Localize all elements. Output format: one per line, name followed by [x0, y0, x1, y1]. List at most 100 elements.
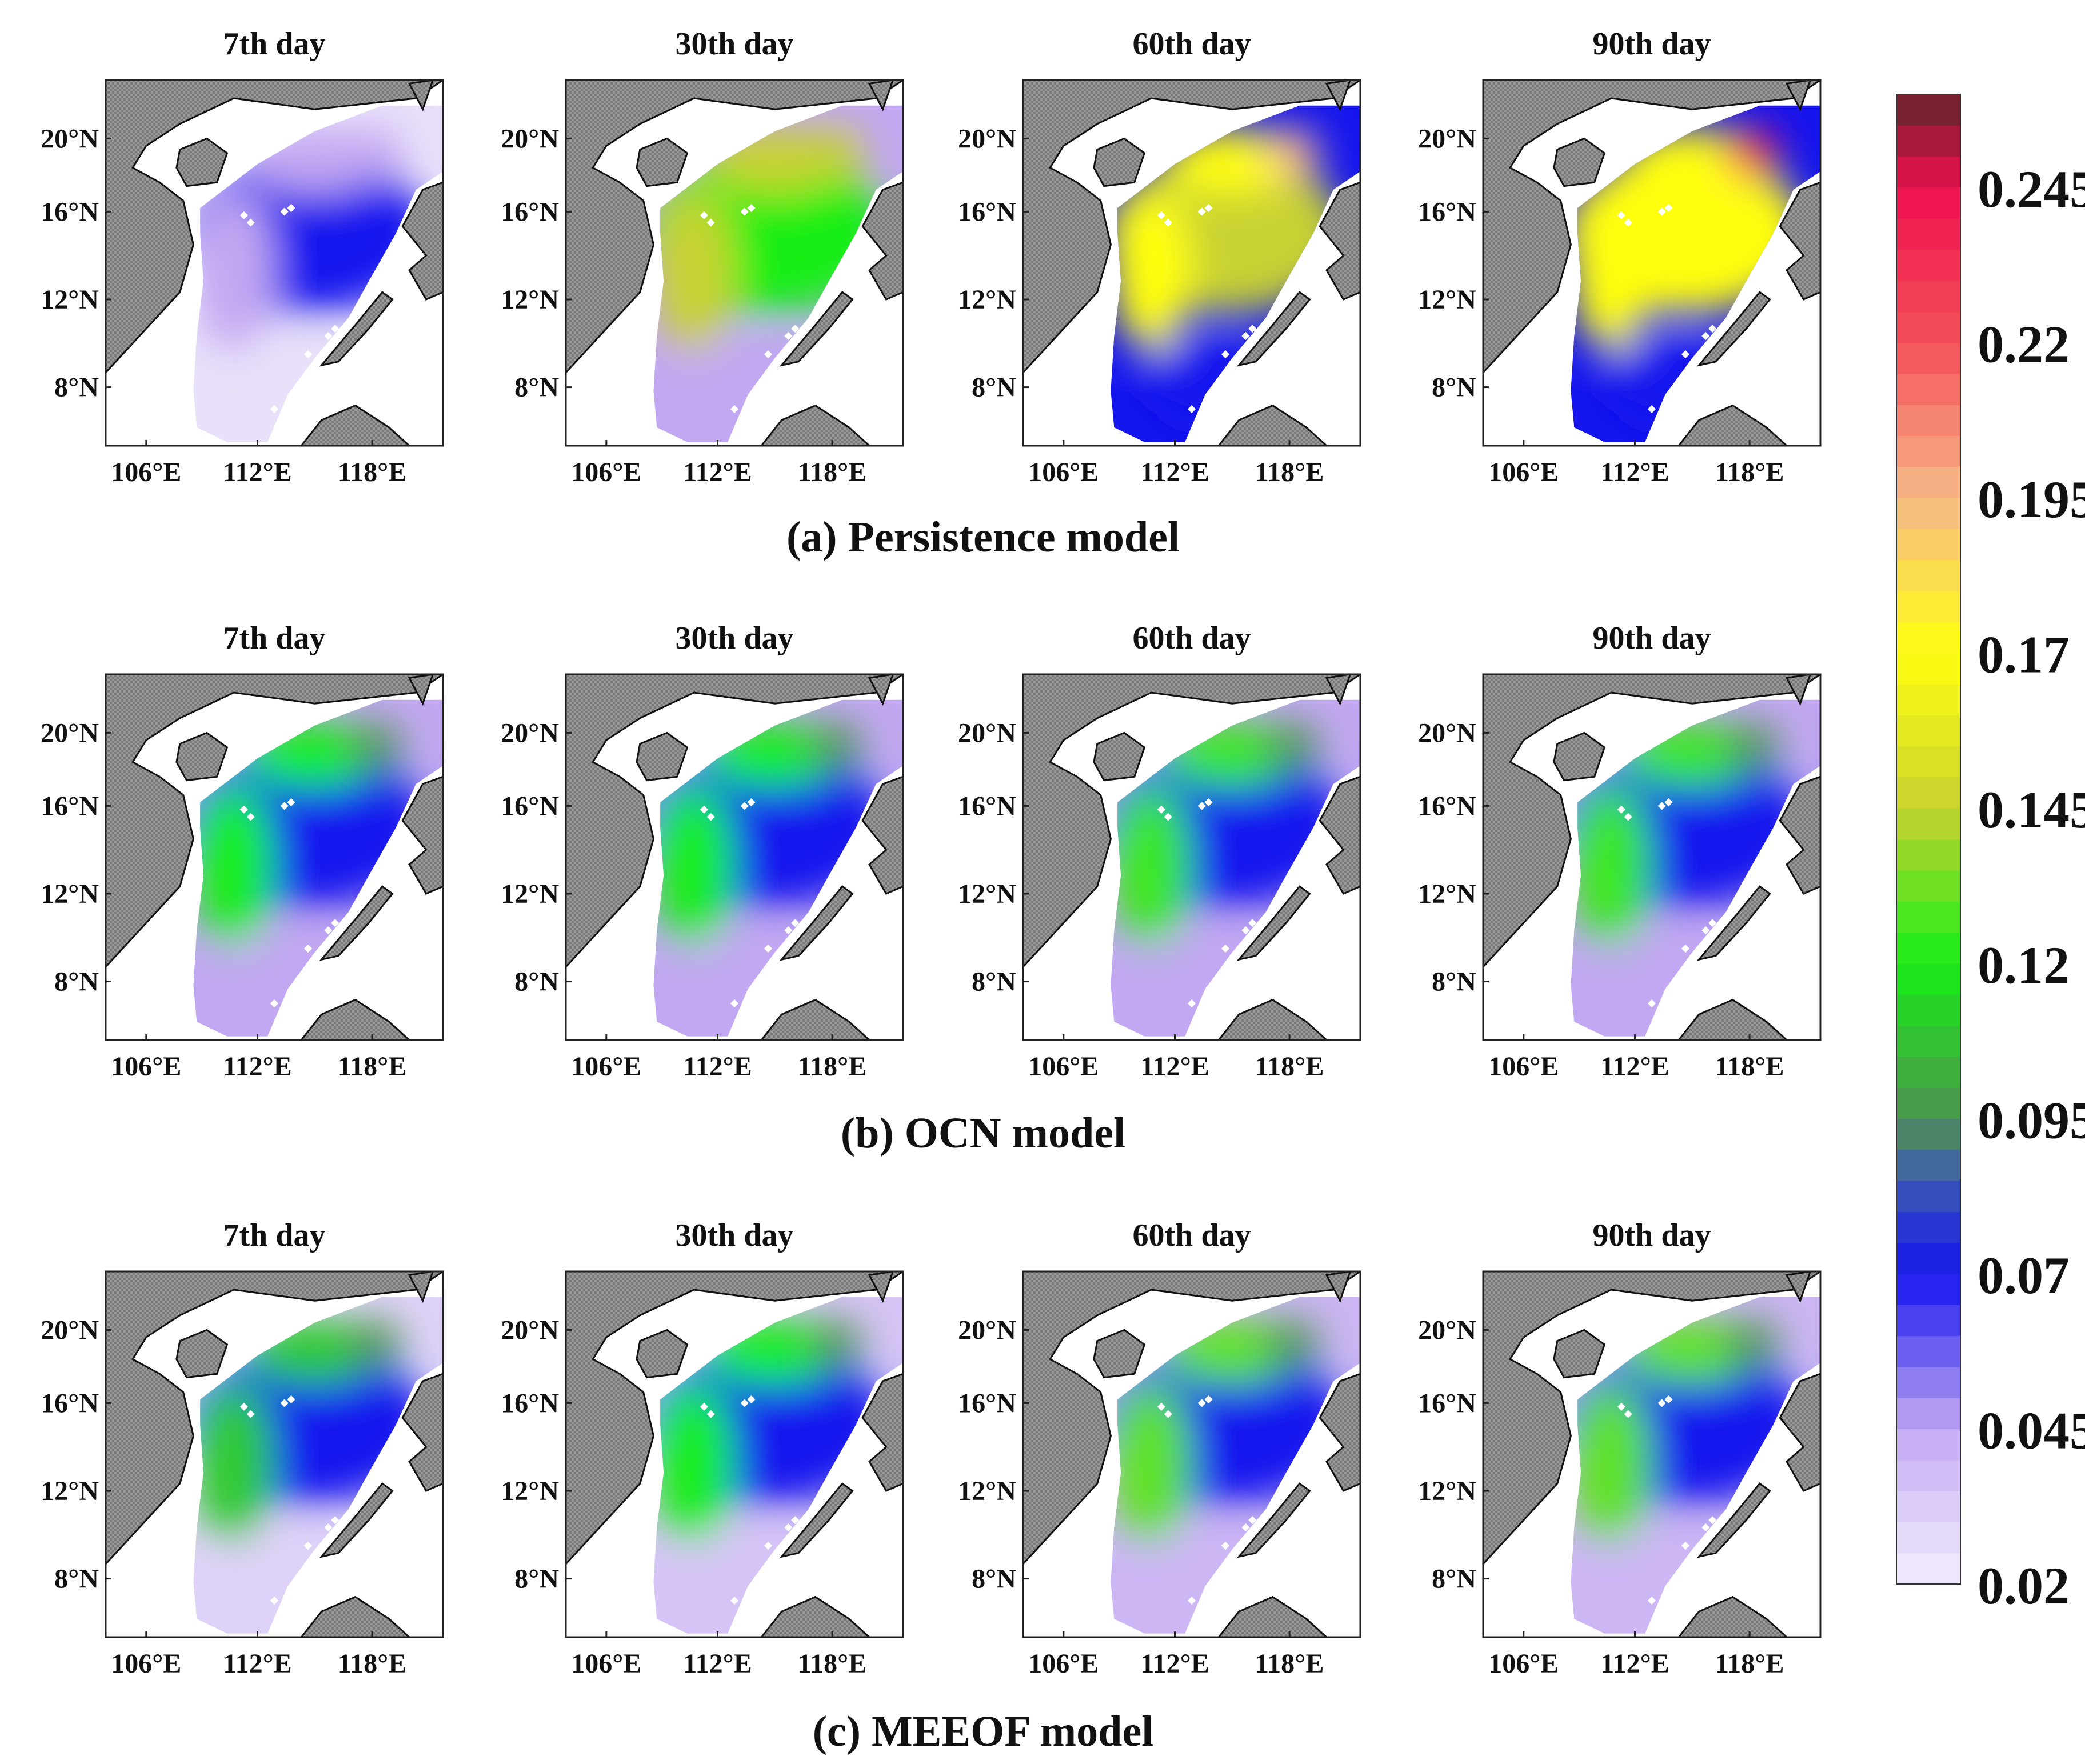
x-tick-label: 112°E	[683, 457, 752, 487]
land-mainland	[106, 1271, 443, 1566]
colorbar-bin	[1896, 591, 1960, 622]
land-phil	[401, 181, 443, 301]
x-tick-label: 106°E	[1488, 457, 1559, 487]
land-phil	[1779, 181, 1820, 301]
land-phil	[1319, 1373, 1360, 1492]
panel-title: 7th day	[223, 621, 326, 656]
colorbar-bin	[1896, 1366, 1960, 1398]
panel-title: 90th day	[1593, 1218, 1711, 1253]
x-tick-label: 106°E	[1028, 1649, 1099, 1679]
land-palawan	[319, 291, 394, 367]
y-tick-label: 8°N	[514, 373, 559, 403]
x-tick-label: 118°E	[1255, 1649, 1324, 1679]
colorbar-tick-label: 0.07	[1978, 1246, 2070, 1305]
colorbar-bin	[1896, 373, 1960, 405]
land-palawan	[779, 291, 854, 367]
x-tick-label: 118°E	[1715, 1051, 1784, 1082]
land-taiwan	[408, 674, 434, 706]
x-tick-label: 118°E	[338, 457, 407, 487]
land-mainland	[1483, 80, 1820, 374]
land-borneo	[300, 404, 411, 446]
x-tick-label: 118°E	[338, 1649, 407, 1679]
map-panel-2-4: 90th day 20°N 16°N 12°N 8°N 106°E 112°E 118°E	[1418, 621, 1822, 1082]
land-palawan	[1236, 885, 1311, 961]
colorbar-tick-label: 0.12	[1978, 936, 2070, 994]
colorbar-tick-label: 0.245	[1978, 160, 2085, 218]
x-tick-label: 112°E	[1600, 1051, 1669, 1082]
y-tick-label: 8°N	[514, 1564, 559, 1594]
land-mainland	[1023, 1271, 1360, 1566]
y-tick-label: 12°N	[41, 879, 99, 909]
land-hainan	[1093, 137, 1146, 187]
x-tick-label: 112°E	[683, 1051, 752, 1082]
panel-frame	[1482, 673, 1822, 1041]
land-taiwan	[1325, 80, 1351, 111]
panel-frame	[565, 673, 904, 1041]
land-mainland	[1483, 1271, 1820, 1566]
colorbar-bin	[1896, 715, 1960, 747]
x-tick-label: 112°E	[223, 1649, 292, 1679]
land-borneo	[1677, 1595, 1788, 1637]
row-caption: (c) MEEOF model	[813, 1707, 1154, 1755]
land-layer	[566, 1271, 903, 1637]
colorbar-bin	[1896, 1211, 1960, 1243]
land-borneo	[1677, 998, 1788, 1040]
y-tick-label: 8°N	[1432, 967, 1476, 997]
map-panel-3-1: 7th day 20°N 16°N 12°N 8°N 106°E 112°E 118°E	[41, 1218, 444, 1679]
colorbar-bin	[1896, 156, 1960, 188]
colorbar-bin	[1896, 1180, 1960, 1212]
colorbar-bin	[1896, 1242, 1960, 1274]
land-hainan	[175, 731, 229, 782]
land-phil	[401, 775, 443, 895]
panel-title: 60th day	[1133, 1218, 1251, 1253]
land-hainan	[175, 137, 229, 187]
colorbar-bin	[1896, 808, 1960, 840]
land-layer	[1023, 80, 1360, 446]
y-tick-label: 20°N	[958, 123, 1016, 154]
land-phil	[861, 181, 903, 301]
y-tick-label: 8°N	[972, 373, 1016, 403]
colorbar-tick-label: 0.17	[1978, 626, 2070, 684]
colorbar-bin	[1896, 777, 1960, 809]
colorbar-bin	[1896, 653, 1960, 685]
land-hainan	[1093, 731, 1146, 782]
y-tick-label: 8°N	[972, 967, 1016, 997]
y-tick-label: 8°N	[1432, 1564, 1476, 1594]
land-phil	[1319, 181, 1360, 301]
land-phil	[1779, 775, 1820, 895]
map-panel-1-2: 30th day 20°N 16°N 12°N 8°N 106°E 112°E 118°E	[501, 26, 904, 487]
colorbar-bin	[1896, 249, 1960, 281]
panel-frame	[565, 1270, 904, 1638]
colorbar-tick-label: 0.145	[1978, 781, 2085, 839]
y-tick-label: 16°N	[501, 197, 559, 227]
colorbar-bin	[1896, 559, 1960, 591]
colorbar-bin	[1896, 1491, 1960, 1522]
land-taiwan	[1785, 1271, 1811, 1303]
y-tick-label: 16°N	[501, 791, 559, 821]
land-hainan	[1553, 137, 1606, 187]
x-tick-label: 112°E	[1140, 1649, 1209, 1679]
y-tick-label: 12°N	[1418, 1476, 1476, 1506]
y-tick-label: 16°N	[41, 1388, 99, 1418]
map-panel-3-2: 30th day 20°N 16°N 12°N 8°N 106°E 112°E 118°E	[501, 1218, 904, 1679]
land-palawan	[1236, 1482, 1311, 1558]
panel-title: 7th day	[223, 26, 326, 62]
y-tick-label: 16°N	[1418, 1388, 1476, 1418]
panel-frame	[1022, 79, 1361, 447]
land-layer	[1023, 674, 1360, 1040]
colorbar-bin	[1896, 1087, 1960, 1119]
colorbar-tick-label: 0.045	[1978, 1401, 2085, 1459]
land-taiwan	[868, 1271, 894, 1303]
y-tick-label: 12°N	[501, 879, 559, 909]
y-tick-label: 20°N	[1418, 718, 1476, 748]
land-mainland	[1023, 80, 1360, 374]
panel-frame	[1022, 673, 1361, 1041]
panel-frame	[1022, 1270, 1361, 1638]
x-tick-label: 118°E	[798, 1051, 867, 1082]
colorbar-bin	[1896, 1522, 1960, 1554]
land-palawan	[1236, 291, 1311, 367]
y-tick-label: 12°N	[1418, 285, 1476, 315]
land-taiwan	[1785, 674, 1811, 706]
y-tick-label: 16°N	[41, 791, 99, 821]
